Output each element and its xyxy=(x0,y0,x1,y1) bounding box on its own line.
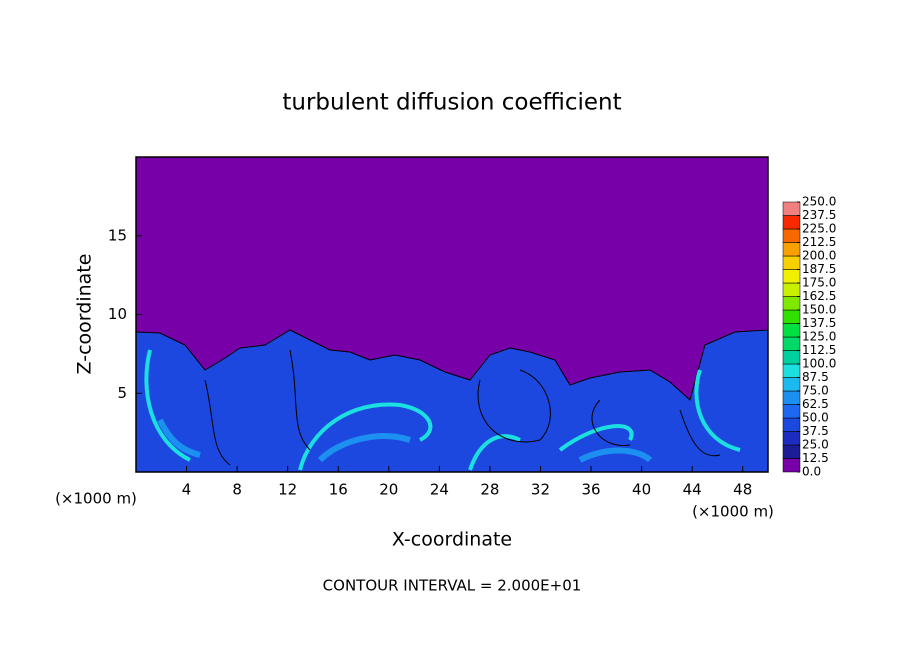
colorbar-bin xyxy=(782,444,801,459)
field-swirl-inner xyxy=(157,418,653,463)
field-contours xyxy=(204,349,721,466)
colorbar-label: 100.0 xyxy=(802,357,836,371)
x-tick-label: 48 xyxy=(733,481,752,499)
colorbar-bin xyxy=(782,255,801,270)
x-tick-label: 32 xyxy=(531,481,550,499)
colorbar-bin xyxy=(782,417,801,432)
colorbar-label: 212.5 xyxy=(802,235,836,249)
field-turbulent-layer xyxy=(135,329,769,473)
y-axis-label: Z-coordinate xyxy=(74,254,96,375)
colorbar-bin xyxy=(782,377,801,392)
colorbar-bin xyxy=(782,282,801,297)
colorbar-label: 137.5 xyxy=(802,316,836,330)
colorbar-label: 62.5 xyxy=(802,397,829,411)
colorbar-label: 87.5 xyxy=(802,370,829,384)
colorbar-label: 187.5 xyxy=(802,262,836,276)
colorbar-bin xyxy=(782,336,801,351)
colorbar-bin xyxy=(782,242,801,257)
colorbar: 0.012.525.037.550.062.575.087.5100.0112.… xyxy=(782,195,836,479)
x-tick-label: 24 xyxy=(430,481,449,499)
x-unit-label: (×1000 m) xyxy=(692,503,774,521)
x-tick-label: 44 xyxy=(683,481,702,499)
colorbar-bin xyxy=(782,390,801,405)
colorbar-bin xyxy=(782,458,801,473)
colorbar-label: 175.0 xyxy=(802,276,836,290)
y-tick-label: 10 xyxy=(108,305,127,323)
colorbar-bin xyxy=(782,201,801,216)
x-axis-label: X-coordinate xyxy=(392,529,512,551)
x-tick-label: 36 xyxy=(581,481,600,499)
colorbar-label: 200.0 xyxy=(802,249,836,263)
x-tick-label: 12 xyxy=(278,481,297,499)
y-tick-label: 5 xyxy=(117,384,127,402)
colorbar-label: 237.5 xyxy=(802,208,836,222)
annotation: CONTOUR INTERVAL = 2.000E+01 xyxy=(323,577,582,595)
colorbar-label: 25.0 xyxy=(802,438,829,452)
colorbar-label: 150.0 xyxy=(802,303,836,317)
colorbar-label: 125.0 xyxy=(802,330,836,344)
colorbar-label: 112.5 xyxy=(802,343,836,357)
field-swirl xyxy=(144,349,741,471)
colorbar-label: 75.0 xyxy=(802,384,829,398)
colorbar-label: 50.0 xyxy=(802,411,829,425)
colorbar-bin xyxy=(782,404,801,419)
x-tick-label: 8 xyxy=(232,481,242,499)
colorbar-bin xyxy=(782,363,801,378)
field xyxy=(135,157,769,473)
x-unit-label: (×1000 m) xyxy=(55,490,137,508)
colorbar-bin xyxy=(782,215,801,230)
colorbar-label: 37.5 xyxy=(802,424,829,438)
colorbar-bin xyxy=(782,431,801,446)
x-tick-label: 40 xyxy=(632,481,651,499)
y-tick-label: 15 xyxy=(108,226,127,244)
colorbar-label: 225.0 xyxy=(802,222,836,236)
chart-title: turbulent diffusion coefficient xyxy=(282,90,621,116)
x-tick-label: 28 xyxy=(480,481,499,499)
colorbar-bin xyxy=(782,269,801,284)
x-tick-label: 20 xyxy=(379,481,398,499)
colorbar-bin xyxy=(782,296,801,311)
colorbar-bin xyxy=(782,350,801,365)
colorbar-label: 250.0 xyxy=(802,195,836,209)
colorbar-bin xyxy=(782,323,801,338)
x-tick-label: 4 xyxy=(182,481,192,499)
colorbar-bin xyxy=(782,228,801,243)
colorbar-label: 0.0 xyxy=(802,465,821,479)
colorbar-bin xyxy=(782,309,801,324)
colorbar-label: 162.5 xyxy=(802,289,836,303)
colorbar-label: 12.5 xyxy=(802,451,829,465)
x-tick-label: 16 xyxy=(329,481,348,499)
